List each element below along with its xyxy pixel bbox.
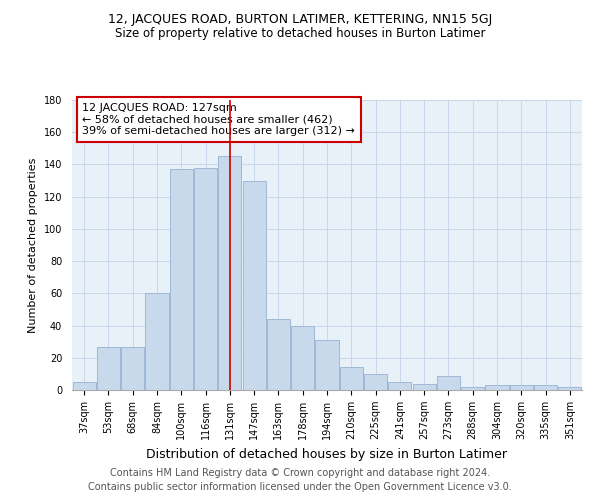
Bar	[461, 387, 484, 390]
Bar	[340, 368, 363, 390]
Bar	[437, 376, 460, 390]
Bar	[121, 346, 144, 390]
Text: 12, JACQUES ROAD, BURTON LATIMER, KETTERING, NN15 5GJ: 12, JACQUES ROAD, BURTON LATIMER, KETTER…	[108, 12, 492, 26]
Bar	[267, 319, 290, 390]
Bar	[510, 385, 533, 390]
Bar	[485, 385, 509, 390]
Bar	[242, 180, 266, 390]
Bar	[534, 385, 557, 390]
Bar	[559, 387, 581, 390]
Bar	[145, 294, 169, 390]
Bar	[97, 346, 120, 390]
Bar	[388, 382, 412, 390]
Bar	[170, 170, 193, 390]
Text: Contains HM Land Registry data © Crown copyright and database right 2024.: Contains HM Land Registry data © Crown c…	[110, 468, 490, 477]
X-axis label: Distribution of detached houses by size in Burton Latimer: Distribution of detached houses by size …	[146, 448, 508, 460]
Bar	[364, 374, 387, 390]
Bar	[413, 384, 436, 390]
Bar	[316, 340, 338, 390]
Text: Size of property relative to detached houses in Burton Latimer: Size of property relative to detached ho…	[115, 28, 485, 40]
Bar	[73, 382, 95, 390]
Text: 12 JACQUES ROAD: 127sqm
← 58% of detached houses are smaller (462)
39% of semi-d: 12 JACQUES ROAD: 127sqm ← 58% of detache…	[82, 103, 355, 136]
Y-axis label: Number of detached properties: Number of detached properties	[28, 158, 38, 332]
Bar	[291, 326, 314, 390]
Text: Contains public sector information licensed under the Open Government Licence v3: Contains public sector information licen…	[88, 482, 512, 492]
Bar	[218, 156, 241, 390]
Bar	[194, 168, 217, 390]
